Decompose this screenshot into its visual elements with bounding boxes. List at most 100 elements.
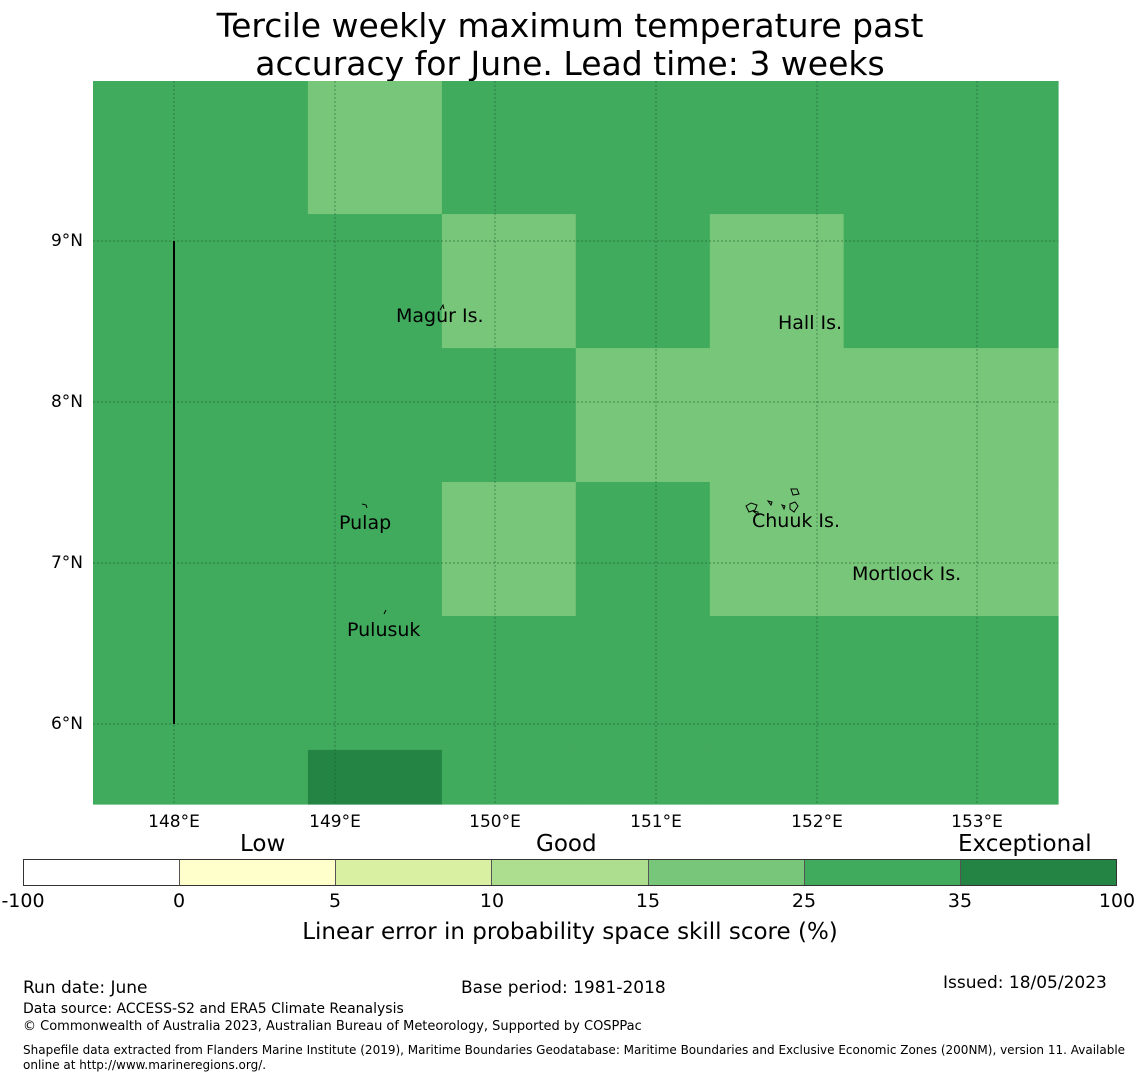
skill-cell-r4-c2 bbox=[307, 616, 443, 751]
shapefile-credit: Shapefile data extracted from Flanders M… bbox=[23, 1043, 1126, 1072]
skill-cell-r3-c7 bbox=[977, 482, 1059, 617]
pulusuk-island-shape bbox=[383, 609, 387, 615]
skill-grid-cells bbox=[93, 81, 1059, 805]
category-good: Good bbox=[536, 831, 597, 857]
lon-tick-149E: 149°E bbox=[309, 812, 361, 832]
skill-cell-r2-c7 bbox=[977, 348, 1059, 483]
base-period: Base period: 1981-2018 bbox=[461, 978, 666, 998]
pulap-island-shape bbox=[361, 503, 368, 509]
colorbar-tick-5: 25 bbox=[791, 890, 817, 912]
colorbar-segment-6 bbox=[804, 860, 961, 885]
skill-cell-r1-c0 bbox=[93, 214, 175, 349]
colorbar-tick-6: 35 bbox=[947, 890, 973, 912]
skill-cell-r0-c4 bbox=[575, 81, 711, 215]
skill-cell-r3-c2 bbox=[307, 482, 443, 617]
colorbar-tick-7: 100 bbox=[1098, 890, 1136, 912]
place-label-pulap: Pulap bbox=[339, 512, 392, 534]
skill-cell-r4-c7 bbox=[977, 616, 1059, 751]
skill-cell-r3-c3 bbox=[441, 482, 577, 617]
chuuk-island-shape-3 bbox=[781, 504, 786, 511]
skill-cell-r5-c2 bbox=[307, 749, 443, 805]
skill-cell-r1-c7 bbox=[977, 214, 1059, 349]
skill-cell-r2-c5 bbox=[709, 348, 845, 483]
skill-cell-r5-c3 bbox=[441, 749, 577, 805]
skill-cell-r4-c4 bbox=[575, 616, 711, 751]
colorbar-tick-4: 15 bbox=[635, 890, 661, 912]
skill-cell-r3-c4 bbox=[575, 482, 711, 617]
category-exceptional: Exceptional bbox=[958, 831, 1092, 857]
magur-island-shape bbox=[439, 303, 445, 311]
skill-cell-r1-c3 bbox=[441, 214, 577, 349]
island-outlines bbox=[361, 303, 800, 615]
lon-tick-151E: 151°E bbox=[630, 812, 682, 832]
skill-cell-r2-c0 bbox=[93, 348, 175, 483]
skill-cell-r1-c1 bbox=[174, 214, 309, 349]
chart-title-line1: Tercile weekly maximum temperature past bbox=[216, 6, 924, 45]
skill-cell-r4-c5 bbox=[709, 616, 845, 751]
place-label-mortlock: Mortlock Is. bbox=[852, 563, 962, 585]
place-label-chuuk: Chuuk Is. bbox=[752, 510, 840, 532]
skill-cell-r1-c2 bbox=[307, 214, 443, 349]
skill-cell-r4-c6 bbox=[843, 616, 979, 751]
skill-cell-r0-c5 bbox=[709, 81, 845, 215]
lat-tick-9N: 9°N bbox=[50, 231, 83, 251]
skill-cell-r3-c5 bbox=[709, 482, 845, 617]
skill-cell-r3-c0 bbox=[93, 482, 175, 617]
lon-tick-148E: 148°E bbox=[148, 812, 200, 832]
skill-cell-r3-c6 bbox=[843, 482, 979, 617]
skill-cell-r4-c1 bbox=[174, 616, 309, 751]
colorbar bbox=[23, 859, 1117, 886]
skill-cell-r2-c2 bbox=[307, 348, 443, 483]
chuuk-island-shape-4 bbox=[789, 501, 799, 513]
category-low: Low bbox=[240, 831, 286, 857]
lon-tick-153E: 153°E bbox=[951, 812, 1003, 832]
issued-date: Issued: 18/05/2023 bbox=[943, 973, 1107, 993]
skill-cell-r1-c4 bbox=[575, 214, 711, 349]
lat-tick-7N: 7°N bbox=[50, 553, 83, 573]
copyright: © Commonwealth of Australia 2023, Austra… bbox=[23, 1019, 642, 1034]
chuuk-island-shape-1 bbox=[745, 502, 758, 513]
lat-tick-8N: 8°N bbox=[50, 392, 83, 412]
skill-cell-r4-c3 bbox=[441, 616, 577, 751]
skill-cell-r5-c0 bbox=[93, 749, 175, 805]
skill-cell-r0-c1 bbox=[174, 81, 309, 215]
lon-tick-150E: 150°E bbox=[469, 812, 521, 832]
lon-tick-152E: 152°E bbox=[791, 812, 843, 832]
skill-cell-r4-c0 bbox=[93, 616, 175, 751]
skill-cell-r5-c4 bbox=[575, 749, 711, 805]
chart-title-line2: accuracy for June. Lead time: 3 weeks bbox=[255, 44, 885, 83]
skill-cell-r2-c1 bbox=[174, 348, 309, 483]
lat-tick-6N: 6°N bbox=[50, 714, 83, 734]
skill-cell-r0-c3 bbox=[441, 81, 577, 215]
skill-cell-r5-c6 bbox=[843, 749, 979, 805]
chuuk-island-shape-2 bbox=[766, 500, 773, 507]
colorbar-segment-4 bbox=[492, 860, 649, 885]
skill-cell-r2-c3 bbox=[441, 348, 577, 483]
colorbar-tick-2: 5 bbox=[328, 890, 342, 912]
skill-cell-r2-c4 bbox=[575, 348, 711, 483]
skill-cell-r5-c7 bbox=[977, 749, 1059, 805]
data-source: Data source: ACCESS-S2 and ERA5 Climate … bbox=[23, 1001, 404, 1017]
colorbar-segment-3 bbox=[336, 860, 493, 885]
skill-map bbox=[93, 81, 1059, 805]
skill-cell-r0-c2 bbox=[307, 81, 443, 215]
place-label-pulusuk: Pulusuk bbox=[347, 619, 421, 641]
chuuk-island-shape-6 bbox=[752, 510, 759, 517]
colorbar-tick-0: -100 bbox=[1, 890, 45, 912]
skill-cell-r0-c6 bbox=[843, 81, 979, 215]
run-date: Run date: June bbox=[23, 978, 148, 998]
skill-cell-r5-c5 bbox=[709, 749, 845, 805]
colorbar-tick-1: 0 bbox=[172, 890, 186, 912]
colorbar-segment-1 bbox=[24, 860, 181, 885]
chuuk-island-shape-5 bbox=[790, 488, 800, 496]
skill-cell-r0-c0 bbox=[93, 81, 175, 215]
colorbar-segment-7 bbox=[960, 860, 1116, 885]
place-label-hall: Hall Is. bbox=[778, 312, 843, 334]
skill-cell-r5-c1 bbox=[174, 749, 309, 805]
skill-cell-r3-c1 bbox=[174, 482, 309, 617]
skill-cell-r2-c6 bbox=[843, 348, 979, 483]
place-label-magur: Magur Is. bbox=[396, 305, 484, 327]
skill-cell-r1-c6 bbox=[843, 214, 979, 349]
skill-cell-r1-c5 bbox=[709, 214, 845, 349]
colorbar-segment-2 bbox=[180, 860, 337, 885]
